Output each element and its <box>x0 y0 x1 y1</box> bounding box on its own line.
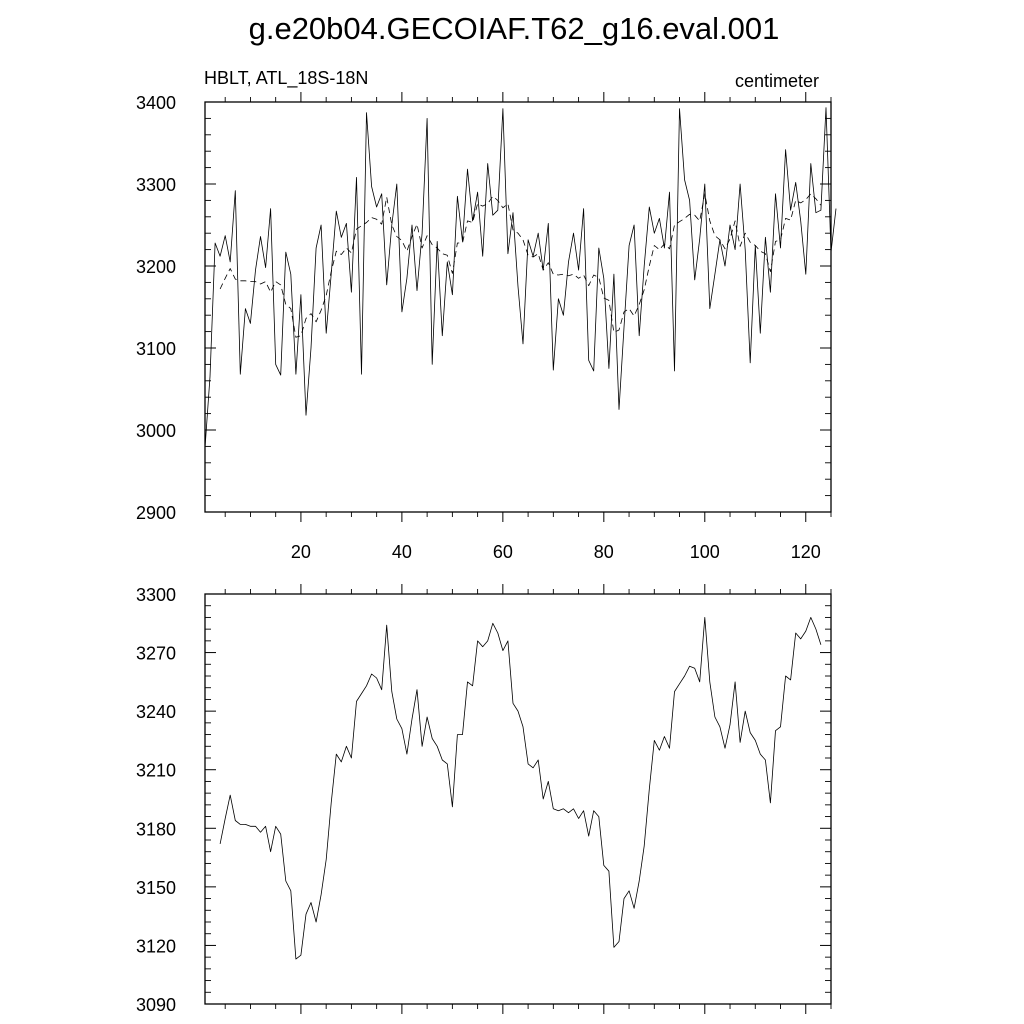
x-tick-label: 40 <box>392 542 412 562</box>
series-line <box>204 107 837 449</box>
x-tick-label: 60 <box>493 542 513 562</box>
plot-frame <box>204 593 832 1005</box>
y-tick-label: 3180 <box>136 819 176 839</box>
y-tick-label: 3090 <box>136 995 176 1015</box>
chart-title: g.e20b04.GECOIAF.T62_g16.eval.001 <box>249 11 780 46</box>
y-tick-label: 3000 <box>136 421 176 441</box>
x-tick-label: 80 <box>594 542 614 562</box>
y-tick-label: 3300 <box>136 175 176 195</box>
y-tick-label: 3120 <box>136 936 176 956</box>
panel-units-label: centimeter <box>735 71 819 91</box>
y-tick-label: 3100 <box>136 339 176 359</box>
series-line <box>219 617 822 960</box>
y-tick-label: 3210 <box>136 761 176 781</box>
x-tick-label: 120 <box>791 542 821 562</box>
y-tick-label: 3200 <box>136 257 176 277</box>
x-tick-label: 20 <box>291 542 311 562</box>
y-tick-label: 3240 <box>136 702 176 722</box>
y-tick-label: 3400 <box>136 93 176 113</box>
top-panel: 2900 3000 3100 3200 3300 3400 20 40 60 80 100 120 <box>136 92 837 562</box>
running-mean-series-line <box>219 193 822 338</box>
bottom-panel: 3090 3120 3150 3180 3210 3240 3270 3300 <box>136 584 832 1015</box>
y-tick-label: 3270 <box>136 644 176 664</box>
y-tick-label: 2900 <box>136 503 176 523</box>
y-tick-label: 3150 <box>136 878 176 898</box>
y-tick-label: 3300 <box>136 585 176 605</box>
panel-left-label: HBLT, ATL_18S-18N <box>204 68 368 89</box>
plot-frame <box>204 101 832 513</box>
x-tick-label: 100 <box>690 542 720 562</box>
